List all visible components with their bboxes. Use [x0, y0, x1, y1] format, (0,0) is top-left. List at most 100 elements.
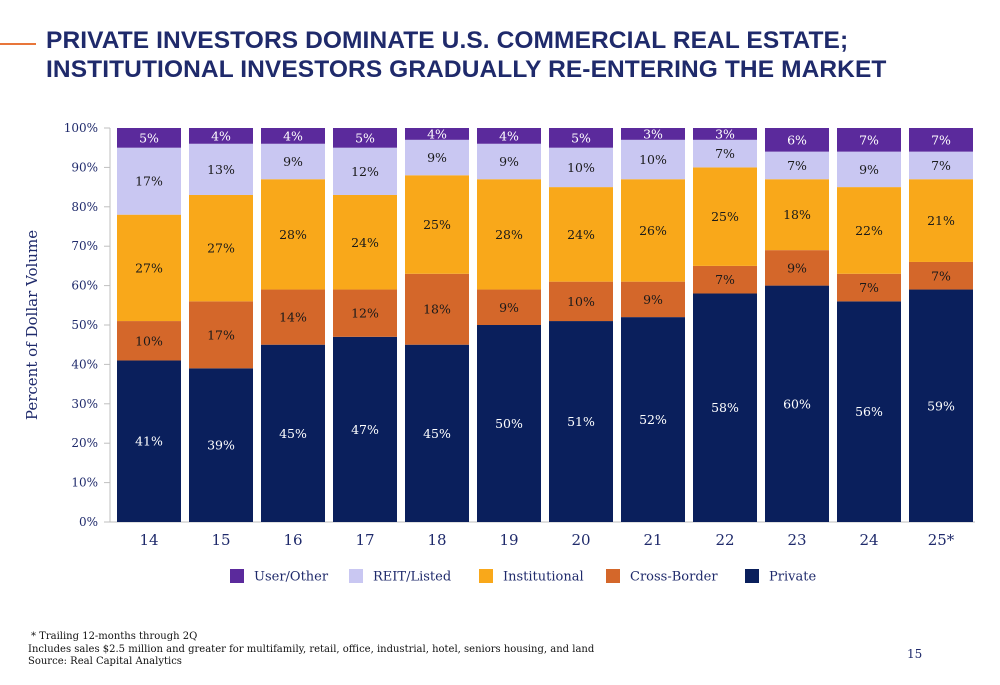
bar-segment-reit-listed: [621, 139, 685, 180]
data-label: 12%: [351, 306, 379, 321]
data-label: 9%: [283, 154, 303, 169]
legend-swatch: [349, 569, 363, 583]
data-label: 9%: [859, 162, 879, 177]
data-label: 5%: [571, 130, 591, 145]
data-label: 7%: [931, 268, 951, 283]
legend-label: User/Other: [254, 570, 329, 585]
data-label: 58%: [711, 400, 739, 415]
bar-segment-cross-border: [477, 289, 541, 325]
bar-segment-reit-listed: [765, 151, 829, 180]
footnotes: * Trailing 12-months through 2Q Includes…: [28, 631, 594, 669]
bar-segment-cross-border: [333, 289, 397, 337]
bar-segment-user-other: [189, 128, 253, 144]
bar-segment-private: [333, 336, 397, 522]
data-label: 28%: [279, 227, 307, 242]
data-label: 5%: [139, 130, 159, 145]
legend-swatch: [606, 569, 620, 583]
bar-segment-user-other: [549, 128, 613, 148]
bar-segment-private: [189, 368, 253, 522]
data-label: 9%: [787, 260, 807, 275]
footnote-includes: Includes sales $2.5 million and greater …: [28, 643, 595, 655]
data-label: 7%: [859, 280, 879, 295]
data-label: 4%: [427, 126, 447, 141]
x-tick-label: 19: [499, 531, 518, 549]
y-tick-label: 20%: [71, 436, 98, 450]
data-label: 10%: [567, 160, 595, 175]
bar-segment-reit-listed: [261, 143, 325, 180]
y-axis-title: Percent of Dollar Volume: [23, 230, 41, 420]
x-tick-label: 22: [715, 531, 734, 549]
data-label: 41%: [135, 434, 163, 449]
legend-swatch: [230, 569, 244, 583]
data-label: 24%: [567, 227, 595, 242]
bar-segment-private: [117, 360, 181, 522]
data-label: 25%: [711, 209, 739, 224]
y-tick-label: 40%: [71, 357, 98, 371]
x-tick-label: 17: [355, 531, 374, 549]
legend-label: Private: [769, 570, 816, 585]
data-label: 22%: [855, 223, 883, 238]
y-tick-label: 80%: [71, 200, 98, 214]
bar-segment-cross-border: [405, 273, 469, 345]
legend-label: Cross-Border: [630, 570, 718, 585]
x-tick-label: 23: [787, 531, 806, 549]
bar-segment-institutional: [117, 214, 181, 322]
title-line-2: INSTITUTIONAL INVESTORS GRADUALLY RE-ENT…: [46, 56, 887, 83]
y-tick-label: 50%: [71, 318, 98, 332]
data-label: 27%: [207, 241, 235, 256]
bar-segment-private: [837, 301, 901, 522]
bar-segment-institutional: [261, 179, 325, 290]
x-tick-label: 16: [283, 531, 302, 549]
bar-segment-reit-listed: [549, 147, 613, 188]
legend-label: Institutional: [503, 570, 584, 585]
bar-segment-cross-border: [117, 321, 181, 361]
bar-segment-institutional: [477, 179, 541, 290]
bar-segment-user-other: [693, 128, 757, 140]
x-tick-label: 21: [643, 531, 662, 549]
bar-segment-user-other: [477, 128, 541, 144]
bar-segment-reit-listed: [837, 151, 901, 188]
x-tick-label: 24: [859, 531, 878, 549]
data-label: 17%: [207, 327, 235, 342]
bar-segment-user-other: [405, 128, 469, 140]
bar-segment-institutional: [837, 187, 901, 274]
data-label: 45%: [423, 426, 451, 441]
bar-segment-user-other: [909, 128, 973, 152]
page-number: 15: [907, 647, 923, 661]
data-label: 47%: [351, 422, 379, 437]
y-tick-label: 60%: [71, 279, 98, 293]
title-line-1: PRIVATE INVESTORS DOMINATE U.S. COMMERCI…: [46, 27, 849, 54]
data-label: 7%: [715, 272, 735, 287]
data-label: 39%: [207, 438, 235, 453]
footnote-trailing: * Trailing 12-months through 2Q: [31, 631, 198, 642]
bar-segment-institutional: [405, 175, 469, 274]
bar-segment-cross-border: [693, 265, 757, 294]
bar-segment-cross-border: [621, 281, 685, 318]
data-label: 3%: [715, 126, 735, 141]
stacked-bar-chart: 0% 10% 20% 30% 40% 50% 60% 70% 80% 90% 100% Percent…: [23, 121, 975, 585]
data-label: 4%: [499, 128, 519, 143]
x-tick-label: 18: [427, 531, 446, 549]
data-label: 3%: [643, 126, 663, 141]
data-label: 26%: [639, 223, 667, 238]
accent-line: [0, 43, 36, 45]
data-label: 21%: [927, 213, 955, 228]
bar-segment-user-other: [333, 128, 397, 148]
data-label: 7%: [859, 132, 879, 147]
data-label: 45%: [279, 426, 307, 441]
data-label: 52%: [639, 412, 667, 427]
y-tick-label: 100%: [64, 121, 98, 135]
data-label: 27%: [135, 260, 163, 275]
bar-segment-institutional: [909, 179, 973, 262]
data-label: 10%: [567, 294, 595, 309]
bar-segment-institutional: [189, 194, 253, 302]
x-tick-label: 14: [139, 531, 158, 549]
data-label: 56%: [855, 404, 883, 419]
data-label: 9%: [499, 154, 519, 169]
data-label: 24%: [351, 235, 379, 250]
bar-segment-reit-listed: [909, 151, 973, 180]
data-label: 51%: [567, 414, 595, 429]
bar-segment-reit-listed: [117, 147, 181, 215]
x-tick-label: 20: [571, 531, 590, 549]
x-tick-label: 15: [211, 531, 230, 549]
